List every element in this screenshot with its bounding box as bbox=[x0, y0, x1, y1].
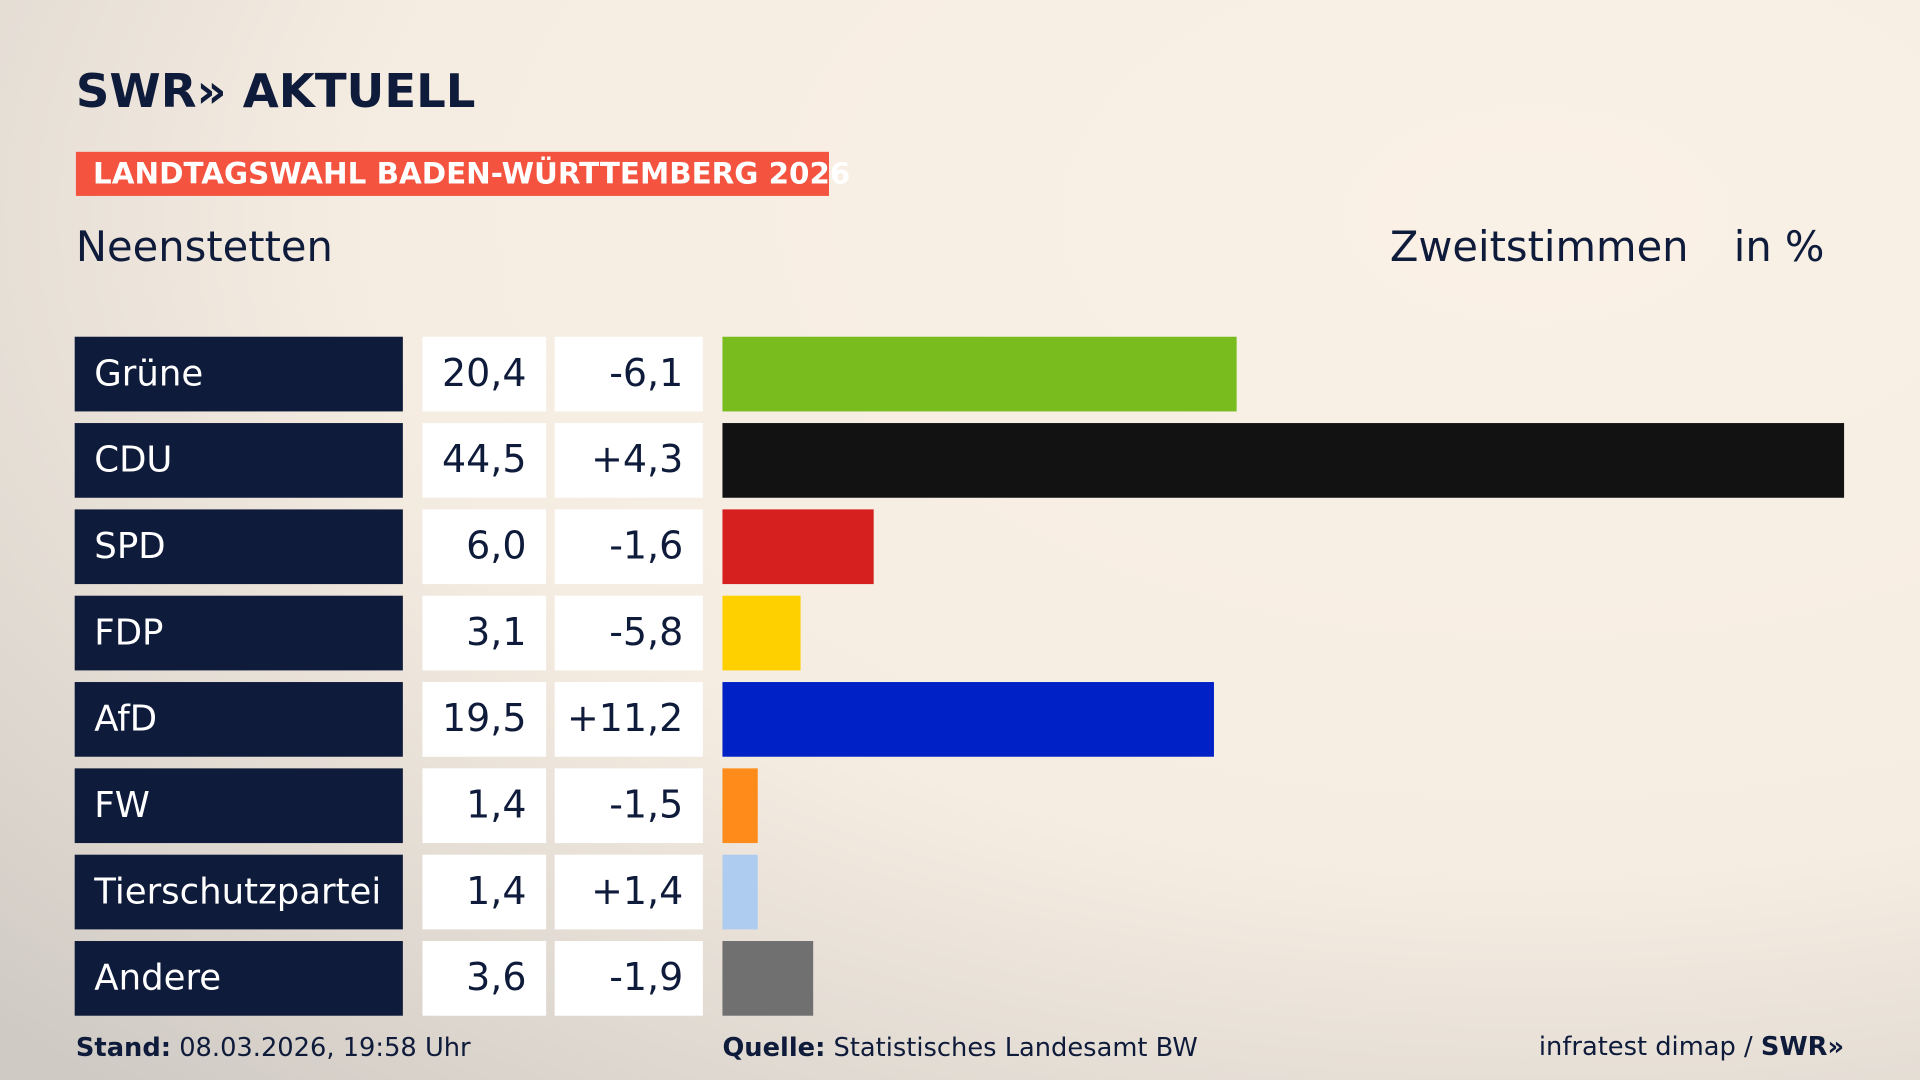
change-label: -1,9 bbox=[609, 955, 683, 999]
change-box bbox=[554, 768, 703, 844]
value-label: 3,1 bbox=[466, 610, 526, 654]
party-label: FW bbox=[94, 785, 150, 826]
change-box bbox=[554, 423, 703, 498]
credit: infratest dimap / bbox=[1539, 1031, 1753, 1061]
party-box bbox=[74, 509, 403, 585]
change-label: -5,8 bbox=[609, 610, 683, 654]
party-box bbox=[74, 941, 403, 1016]
change-box bbox=[554, 682, 703, 757]
value-box bbox=[422, 854, 547, 930]
party-box bbox=[74, 423, 403, 498]
value-label: 3,6 bbox=[466, 955, 526, 999]
bar bbox=[722, 595, 801, 671]
stand-label: Stand: bbox=[76, 1033, 171, 1063]
party-label: Tierschutzpartei bbox=[93, 871, 381, 912]
party-box bbox=[74, 682, 403, 757]
bar bbox=[722, 768, 758, 844]
bar bbox=[722, 854, 758, 930]
change-box bbox=[554, 854, 703, 930]
party-label: CDU bbox=[94, 440, 172, 481]
change-label: -6,1 bbox=[609, 351, 683, 395]
bar bbox=[722, 336, 1237, 412]
change-label: -1,5 bbox=[609, 782, 683, 826]
party-box bbox=[74, 854, 403, 930]
party-label: FDP bbox=[94, 612, 163, 653]
value-label: 1,4 bbox=[466, 782, 526, 826]
bar bbox=[722, 941, 814, 1016]
value-box bbox=[422, 682, 547, 757]
change-box bbox=[554, 509, 703, 585]
bar bbox=[722, 682, 1214, 757]
chart-subtitle: Zweitstimmen bbox=[1390, 222, 1689, 271]
value-label: 1,4 bbox=[466, 869, 526, 913]
value-label: 19,5 bbox=[442, 696, 526, 740]
party-label: Andere bbox=[94, 958, 221, 999]
value-box bbox=[422, 509, 547, 585]
party-label: AfD bbox=[94, 699, 157, 740]
banner-bg bbox=[75, 151, 829, 196]
bar bbox=[722, 423, 1845, 498]
bar bbox=[722, 509, 874, 585]
source: Statistisches Landesamt BW bbox=[834, 1033, 1198, 1063]
source-label: Quelle: bbox=[722, 1033, 825, 1063]
footer-source: Quelle: Statistisches Landesamt BW bbox=[722, 1033, 1197, 1063]
party-label: Grüne bbox=[94, 353, 203, 394]
value-label: 6,0 bbox=[466, 523, 526, 567]
value-box bbox=[422, 595, 547, 671]
change-box bbox=[554, 595, 703, 671]
value-box bbox=[422, 768, 547, 844]
footer-stand: Stand: 08.03.2026, 19:58 Uhr bbox=[76, 1033, 471, 1063]
unit: in % bbox=[1734, 222, 1825, 271]
change-box bbox=[554, 941, 703, 1016]
footer-credit: infratest dimap / SWR» bbox=[1539, 1031, 1844, 1061]
value-box bbox=[422, 336, 547, 412]
stand: 08.03.2026, 19:58 Uhr bbox=[179, 1033, 471, 1063]
chart-title: Neenstetten bbox=[76, 222, 333, 271]
change-label: +11,2 bbox=[567, 696, 683, 740]
change-label: +4,3 bbox=[591, 437, 683, 481]
change-box bbox=[554, 336, 703, 412]
banner: LANDTAGSWAHL BADEN-WÜRTTEMBERG 2026 bbox=[93, 155, 850, 191]
change-label: -1,6 bbox=[609, 523, 683, 567]
value-box bbox=[422, 941, 547, 1016]
party-box bbox=[74, 336, 403, 412]
logo: SWR» AKTUELL bbox=[76, 64, 475, 118]
party-box bbox=[74, 768, 403, 844]
value-label: 44,5 bbox=[442, 437, 526, 481]
credit-logo: SWR» bbox=[1761, 1031, 1844, 1061]
value-box bbox=[422, 423, 547, 498]
value-label: 20,4 bbox=[442, 351, 526, 395]
party-box bbox=[74, 595, 403, 671]
party-label: SPD bbox=[94, 526, 165, 567]
change-label: +1,4 bbox=[591, 869, 683, 913]
